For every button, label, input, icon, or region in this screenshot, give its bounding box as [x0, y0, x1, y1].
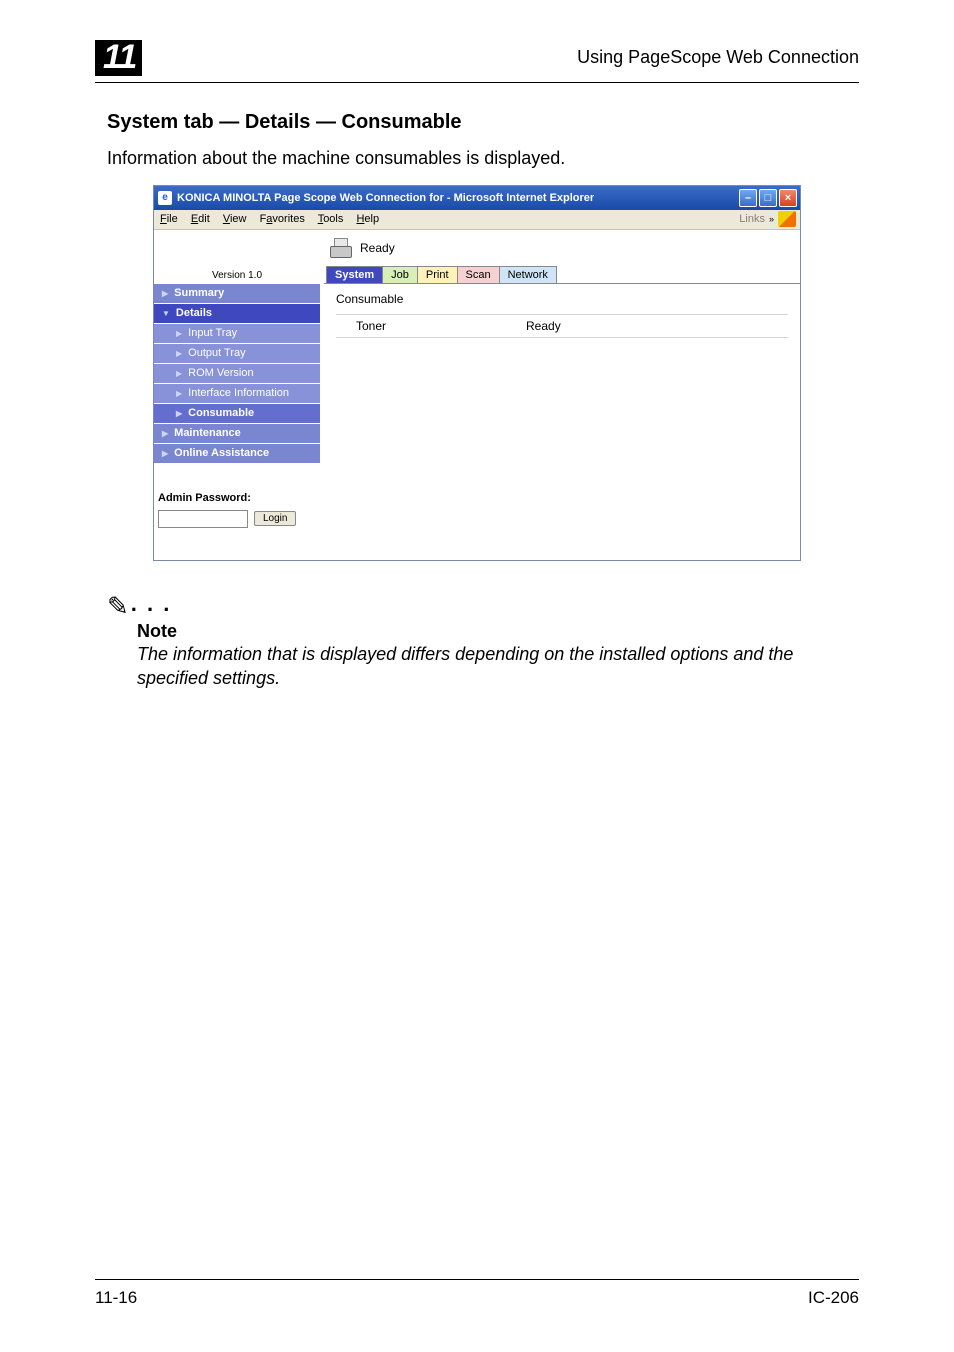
links-label: Links [739, 213, 765, 225]
window-title: KONICA MINOLTA Page Scope Web Connection… [177, 192, 594, 204]
menu-help[interactable]: Help [356, 213, 379, 225]
header-title: Using PageScope Web Connection [577, 47, 859, 68]
sidebar-item-input-tray[interactable]: ▶ Input Tray [154, 324, 320, 344]
chevron-right-icon: ▶ [176, 409, 182, 418]
tab-system[interactable]: System [326, 266, 383, 283]
sidebar-item-rom-version[interactable]: ▶ ROM Version [154, 364, 320, 384]
page-header: 11 Using PageScope Web Connection [95, 40, 859, 83]
footer-right: IC-206 [808, 1288, 859, 1308]
menu-tools[interactable]: Tools [318, 213, 344, 225]
chevron-right-icon: ▶ [176, 349, 182, 358]
sidebar: Version 1.0 ▶ Summary ▼ Details ▶ Input … [154, 230, 324, 560]
sidebar-label-rom-version: ROM Version [188, 367, 253, 379]
panel-heading: Consumable [336, 292, 788, 306]
menu-file[interactable]: File [160, 213, 178, 225]
tab-scan[interactable]: Scan [457, 266, 500, 283]
section-intro: Information about the machine consumable… [107, 148, 859, 169]
sidebar-label-input-tray: Input Tray [188, 327, 237, 339]
chevron-down-icon: ▼ [162, 309, 170, 318]
chevron-right-icon: ▶ [162, 289, 168, 298]
sidebar-item-output-tray[interactable]: ▶ Output Tray [154, 344, 320, 364]
chevron-right-icon: ▶ [176, 329, 182, 338]
sidebar-label-consumable: Consumable [188, 407, 254, 419]
tab-job[interactable]: Job [382, 266, 418, 283]
consumable-row: Toner Ready [336, 314, 788, 338]
sidebar-item-online-assistance[interactable]: ▶ Online Assistance [154, 444, 320, 464]
note-dots-icon: . . . [131, 593, 172, 617]
links-caret-icon: » [769, 214, 774, 224]
section-title: System tab — Details — Consumable [107, 111, 859, 134]
sidebar-label-summary: Summary [174, 287, 224, 299]
chapter-number: 11 [95, 40, 142, 76]
login-button[interactable]: Login [254, 511, 296, 526]
sidebar-item-summary[interactable]: ▶ Summary [154, 284, 320, 304]
tab-network[interactable]: Network [499, 266, 557, 283]
sidebar-item-maintenance[interactable]: ▶ Maintenance [154, 424, 320, 444]
sidebar-label-details: Details [176, 307, 212, 319]
menu-view[interactable]: View [223, 213, 247, 225]
consumable-row-label: Toner [336, 319, 526, 333]
close-button[interactable]: × [779, 189, 797, 207]
maximize-button[interactable]: □ [759, 189, 777, 207]
sidebar-item-interface-info[interactable]: ▶ Interface Information [154, 384, 320, 404]
chevron-right-icon: ▶ [162, 429, 168, 438]
browser-window: e KONICA MINOLTA Page Scope Web Connecti… [153, 185, 801, 561]
note-block: ✎ . . . Note The information that is dis… [107, 591, 859, 691]
minimize-button[interactable]: – [739, 189, 757, 207]
note-label: Note [137, 621, 859, 642]
sidebar-label-maintenance: Maintenance [174, 427, 241, 439]
note-icon: ✎ [107, 593, 129, 619]
tab-print[interactable]: Print [417, 266, 458, 283]
ie-icon: e [158, 191, 172, 205]
menu-favorites[interactable]: Favorites [260, 213, 305, 225]
sidebar-label-online-assistance: Online Assistance [174, 447, 269, 459]
window-titlebar: e KONICA MINOLTA Page Scope Web Connecti… [154, 186, 800, 210]
version-label: Version 1.0 [154, 238, 320, 284]
admin-password-label: Admin Password: [158, 492, 320, 504]
sidebar-item-details[interactable]: ▼ Details [154, 304, 320, 324]
chevron-right-icon: ▶ [162, 449, 168, 458]
window-controls: – □ × [739, 189, 797, 207]
admin-password-input[interactable] [158, 510, 248, 528]
footer-left: 11-16 [95, 1288, 137, 1308]
sidebar-item-consumable[interactable]: ▶ Consumable [154, 404, 320, 424]
consumable-row-value: Ready [526, 319, 561, 333]
tab-bar: System Job Print Scan Network [324, 266, 800, 283]
sidebar-label-interface-info: Interface Information [188, 387, 289, 399]
windows-flag-icon [778, 211, 796, 227]
main-panel: Ready System Job Print Scan Network Cons… [324, 230, 800, 560]
note-body: The information that is displayed differ… [137, 642, 859, 691]
browser-menubar: File Edit View Favorites Tools Help Link… [154, 210, 800, 230]
menu-edit[interactable]: Edit [191, 213, 210, 225]
sidebar-label-output-tray: Output Tray [188, 347, 245, 359]
page-footer: 11-16 IC-206 [95, 1279, 859, 1308]
chevron-right-icon: ▶ [176, 369, 182, 378]
status-text: Ready [360, 241, 395, 255]
printer-icon [330, 238, 352, 258]
chevron-right-icon: ▶ [176, 389, 182, 398]
